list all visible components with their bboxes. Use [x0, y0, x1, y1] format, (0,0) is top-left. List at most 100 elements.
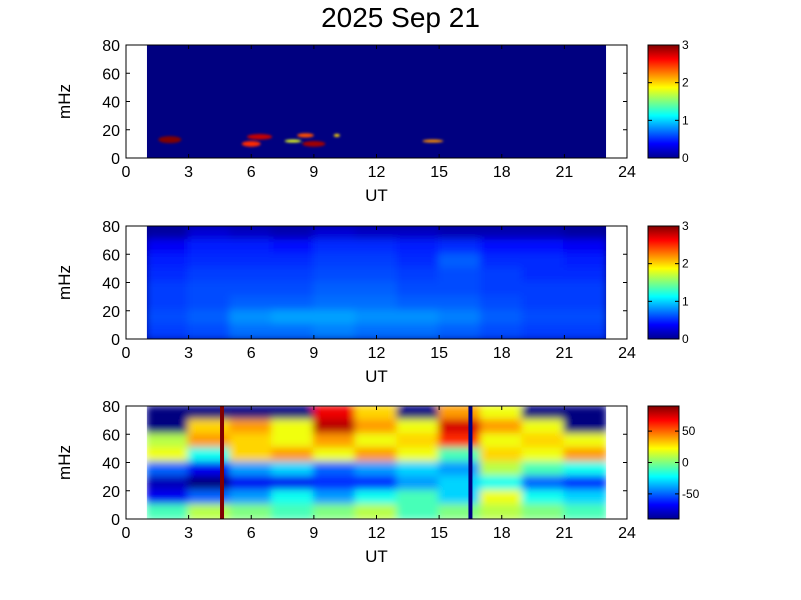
heatmap-cell [146, 281, 190, 298]
colorbar [647, 405, 680, 520]
heatmap-cell [312, 489, 357, 506]
y-tick-label: 80 [102, 38, 120, 55]
heatmap-cell [312, 295, 357, 312]
heatmap-cell [312, 309, 357, 326]
x-tick-label: 9 [309, 345, 318, 362]
heatmap-cell [229, 239, 274, 256]
power-patch [158, 136, 182, 144]
x-tick-label: 3 [184, 525, 193, 542]
heatmap-cell [312, 475, 357, 492]
y-tick-label: 60 [102, 66, 120, 83]
heatmap-cell [438, 267, 482, 284]
heatmap-cell [312, 419, 357, 436]
colorbar-tick-label: 50 [682, 424, 696, 438]
heatmap-cell [521, 239, 566, 256]
heatmap-cell [146, 475, 190, 492]
colorbar-tick-label: 3 [682, 38, 689, 52]
heatmap-cell [396, 433, 441, 450]
heatmap-1 [146, 45, 607, 158]
heatmap-cell [187, 323, 232, 339]
heatmap-cell [354, 447, 399, 464]
power-patch [297, 133, 314, 138]
heatmap-cell [396, 419, 441, 436]
panel-3: 0 3 6 9 12 15 18 21 24 0 20 40 60 80 UT mHz -50 0 50 [55, 399, 700, 566]
heatmap-cell [354, 267, 399, 284]
heatmap-cell [521, 433, 566, 450]
heatmap-cell [521, 447, 566, 464]
heatmap-cell [146, 239, 190, 256]
heatmap-cell [146, 433, 190, 450]
heatmap-cell [563, 309, 607, 326]
power-patch [247, 133, 273, 140]
colorbar [647, 44, 680, 159]
heatmap-background [146, 45, 607, 158]
heatmap-cell [563, 503, 607, 519]
heatmap-cell [479, 433, 524, 450]
heatmap-cell [479, 323, 524, 339]
heatmap-cell [271, 323, 315, 339]
heatmap-cell [563, 253, 607, 270]
heatmap-cell [271, 503, 315, 519]
heatmap-cell [438, 433, 482, 450]
heatmap-cell [354, 253, 399, 270]
heatmap-cell [271, 267, 315, 284]
heatmap-cell [563, 419, 607, 436]
heatmap-cell [229, 489, 274, 506]
heatmap-cell [146, 309, 190, 326]
heatmap-cell [229, 253, 274, 270]
x-tick-label: 3 [184, 164, 193, 181]
heatmap-cell [521, 281, 566, 298]
heatmap-cell [479, 226, 524, 242]
heatmap-cell [187, 475, 232, 492]
heatmap-cell [479, 267, 524, 284]
colorbar-tick-label: 2 [682, 257, 689, 271]
heatmap-cell [187, 253, 232, 270]
heatmap-cell [479, 295, 524, 312]
heatmap-cell [396, 503, 441, 519]
heatmap-cell [146, 253, 190, 270]
heatmap-cell [521, 309, 566, 326]
power-patch [422, 139, 444, 143]
y-tick-label: 80 [102, 399, 120, 416]
heatmap-cell [354, 419, 399, 436]
heatmap-cell [396, 253, 441, 270]
x-tick-label: 3 [184, 345, 193, 362]
heatmap-cell [438, 503, 482, 519]
colorbar-tick-label: 0 [682, 332, 689, 346]
heatmap-cell [146, 406, 190, 422]
heatmap-cell [521, 461, 566, 478]
heatmap-cell [146, 226, 190, 242]
heatmap-cell [563, 406, 607, 422]
heatmap-cell [146, 461, 190, 478]
heatmap-cell [229, 406, 274, 422]
heatmap-cell [563, 267, 607, 284]
colorbar-tick-label: 2 [682, 76, 689, 90]
heatmap-cell [187, 419, 232, 436]
colorbar-tick-label: 1 [682, 294, 689, 308]
x-tick-label: 15 [430, 164, 448, 181]
power-patch [333, 133, 340, 137]
heatmap-cell [521, 406, 566, 422]
heatmap-cell [563, 433, 607, 450]
heatmap-cell [146, 503, 190, 519]
heatmap-cell [146, 295, 190, 312]
heatmap-cell [396, 323, 441, 339]
heatmap-cell [479, 406, 524, 422]
heatmap-cell [438, 239, 482, 256]
x-tick-label: 0 [122, 525, 131, 542]
heatmap-2 [146, 226, 607, 339]
heatmap-cell [396, 281, 441, 298]
x-tick-label: 24 [618, 525, 636, 542]
heatmap-cell [354, 489, 399, 506]
heatmap-cell [479, 239, 524, 256]
heatmap-cell [146, 489, 190, 506]
heatmap-cell [521, 295, 566, 312]
heatmap-cell [312, 239, 357, 256]
heatmap-cell [312, 433, 357, 450]
heatmap-cell [479, 253, 524, 270]
heatmap-cell [187, 309, 232, 326]
colorbar-tick-label: 3 [682, 219, 689, 233]
y-tick-label: 20 [102, 123, 120, 140]
